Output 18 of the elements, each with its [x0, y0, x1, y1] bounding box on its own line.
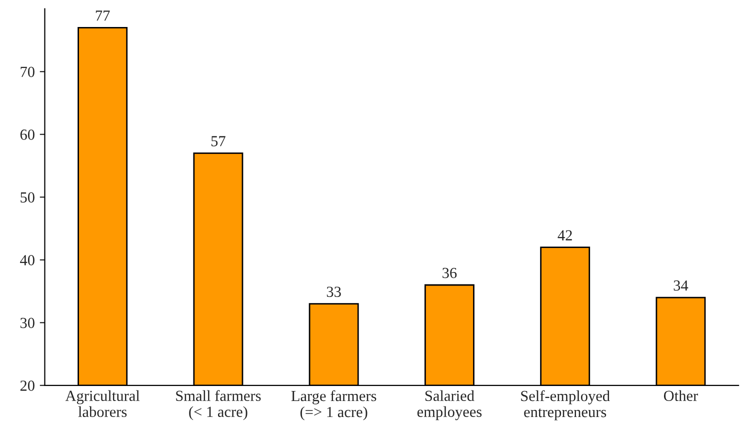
y-tick-label: 20 — [20, 380, 34, 391]
x-tick-label: Salaried employees — [417, 390, 482, 420]
y-tick-label: 70 — [20, 66, 34, 78]
x-tick-label: Self-employed entrepreneurs — [521, 390, 610, 420]
data-label: 42 — [558, 230, 572, 240]
x-tick-label: Other — [664, 390, 698, 402]
y-tick-label: 40 — [20, 255, 34, 266]
data-label: 33 — [326, 286, 341, 297]
y-tick-label: 30 — [20, 318, 34, 328]
y-tick-label: 60 — [20, 130, 34, 140]
x-tick-label: Small farmers (< 1 acre) — [176, 390, 261, 420]
x-tick-label: Large farmers (=> 1 acre) — [291, 390, 376, 420]
data-label: 77 — [96, 10, 110, 21]
data-label: 34 — [674, 280, 688, 291]
x-tick-label: Agricultural laborers — [65, 390, 140, 418]
data-label: 36 — [442, 268, 457, 278]
y-tick-label: 50 — [20, 192, 34, 203]
data-label: 57 — [211, 136, 226, 146]
